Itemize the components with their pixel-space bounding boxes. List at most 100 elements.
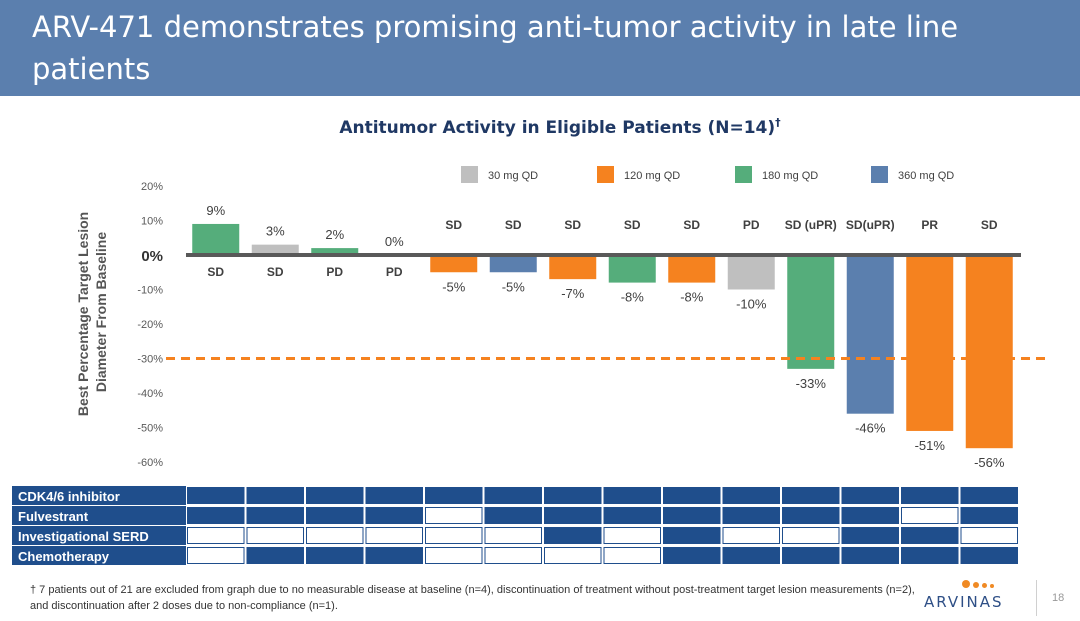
- bar: [489, 255, 537, 273]
- table-cell: [603, 487, 661, 504]
- table-cell: [484, 527, 542, 544]
- legend-swatch: [461, 166, 478, 183]
- table-row-label: CDK4/6 inhibitor: [18, 489, 120, 504]
- page-number: 18: [1052, 592, 1065, 604]
- bar: [311, 248, 359, 255]
- table-cell: [722, 547, 780, 564]
- table-cell: [425, 507, 483, 524]
- table-cell: [663, 547, 721, 564]
- table-cell: [187, 507, 245, 524]
- bar: [251, 244, 299, 255]
- waterfall-chart: Antitumor Activity in Eligible Patients …: [12, 116, 1046, 565]
- bar-value-label: -8%: [680, 290, 704, 305]
- table-cell: [782, 487, 840, 504]
- table-cell: [663, 507, 721, 524]
- bar-value-label: -51%: [915, 438, 946, 453]
- bar-response-label: SD: [445, 218, 462, 232]
- bar-value-label: -7%: [561, 286, 585, 301]
- table-cell: [722, 527, 780, 544]
- table-cell: [246, 547, 304, 564]
- bar-response-label: SD(uPR): [846, 218, 895, 232]
- bar-response-label: SD: [505, 218, 522, 232]
- bar-response-label: PR: [921, 218, 938, 232]
- table-cell: [722, 487, 780, 504]
- y-axis-ticks: 20% 10% 0% -10% -20% -30% -40% -50% -60%: [137, 181, 163, 469]
- bar-response-label: PD: [386, 265, 403, 279]
- y-tick-label: 0%: [141, 248, 163, 265]
- table-cell: [841, 527, 899, 544]
- table-row-label: Chemotherapy: [18, 549, 110, 564]
- bar-value-label: -46%: [855, 421, 886, 436]
- table-cell: [365, 507, 423, 524]
- table-cell: [484, 487, 542, 504]
- footer-divider: [1036, 580, 1037, 616]
- table-cell: [960, 487, 1018, 504]
- title-bar: ARV-471 demonstrates promising anti-tumo…: [0, 0, 1080, 96]
- table-cell: [306, 507, 364, 524]
- bar: [727, 255, 775, 290]
- table-cell: [841, 507, 899, 524]
- y-tick-label: -60%: [137, 457, 163, 469]
- table-cell: [722, 507, 780, 524]
- table-cell: [960, 547, 1018, 564]
- y-tick-label: -20%: [137, 319, 163, 331]
- table-cell: [901, 527, 959, 544]
- legend: 30 mg QD 120 mg QD 180 mg QD 360 mg QD: [461, 166, 954, 183]
- bar-value-label: 9%: [206, 203, 225, 218]
- bar-response-label: PD: [743, 218, 760, 232]
- bar-value-label: -5%: [502, 279, 526, 294]
- bars: 9% SD 3% SD 2% PD 0% PD -5% SD -5% SD -7% SD -8% SD -8% S…: [192, 203, 1013, 470]
- table-cell: [603, 507, 661, 524]
- bar-response-label: SD: [683, 218, 700, 232]
- y-axis-title-line-2: Diameter From Baseline: [93, 232, 109, 392]
- bar-value-label: 2%: [325, 227, 344, 242]
- legend-swatch: [871, 166, 888, 183]
- table-cell: [425, 527, 483, 544]
- bar: [608, 255, 656, 283]
- bar: [906, 255, 954, 431]
- slide-title: ARV-471 demonstrates promising anti-tumo…: [32, 10, 959, 86]
- prior-therapy-table: CDK4/6 inhibitor Fulvestrant Investigation…: [12, 486, 1018, 565]
- table-cell: [841, 487, 899, 504]
- table-cell: [603, 527, 661, 544]
- chart-title: Antitumor Activity in Eligible Patients …: [339, 116, 781, 138]
- bar: [846, 255, 894, 414]
- arvinas-logo: ARVINAS: [924, 580, 1024, 614]
- chart-title-text: Antitumor Activity in Eligible Patients …: [339, 118, 775, 138]
- bar-response-label: SD: [564, 218, 581, 232]
- y-axis-title-line-1: Best Percentage Target Lesion: [75, 212, 91, 416]
- table-cell: [365, 487, 423, 504]
- table-cell: [901, 487, 959, 504]
- table-cell: [246, 487, 304, 504]
- table-cell: [246, 507, 304, 524]
- table-cell: [782, 527, 840, 544]
- table-cell: [365, 547, 423, 564]
- table-cell: [782, 547, 840, 564]
- bar-response-label: SD: [981, 218, 998, 232]
- footnote: † 7 patients out of 21 are excluded from…: [30, 584, 915, 612]
- table-cell: [306, 487, 364, 504]
- legend-label: 180 mg QD: [762, 170, 818, 182]
- table-cell: [306, 527, 364, 544]
- table-cell: [246, 527, 304, 544]
- bar-value-label: -33%: [796, 376, 827, 391]
- table-row-header: [12, 526, 186, 545]
- table-cell: [901, 547, 959, 564]
- table-cell: [187, 487, 245, 504]
- legend-label: 30 mg QD: [488, 170, 538, 182]
- table-cell: [425, 487, 483, 504]
- table-cell: [782, 507, 840, 524]
- bar-response-label: SD (uPR): [785, 218, 837, 232]
- bar-value-label: 3%: [266, 224, 285, 239]
- table-cell: [544, 547, 602, 564]
- y-tick-label: -30%: [137, 354, 163, 366]
- y-tick-label: 10%: [141, 216, 163, 228]
- bar-value-label: -10%: [736, 297, 767, 312]
- table-row-header: [12, 506, 186, 525]
- bar-value-label: -8%: [621, 290, 645, 305]
- bar-response-label: SD: [207, 265, 224, 279]
- chart-title-dagger: †: [775, 116, 781, 129]
- table-row-label: Fulvestrant: [18, 509, 89, 524]
- y-tick-label: -10%: [137, 285, 163, 297]
- legend-swatch: [597, 166, 614, 183]
